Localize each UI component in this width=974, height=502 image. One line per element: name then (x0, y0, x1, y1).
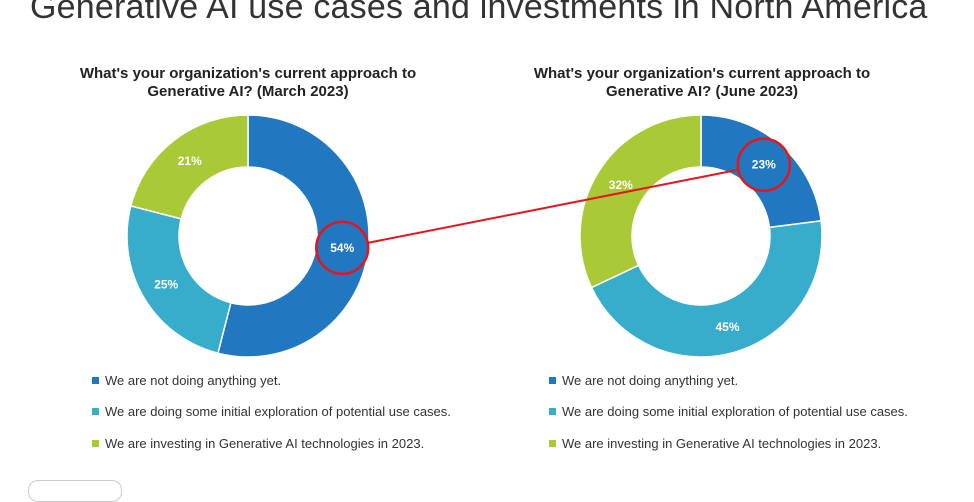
legend-label: We are investing in Generative AI techno… (105, 436, 425, 451)
donut-slice-june-2 (579, 114, 702, 289)
annotation-circle-march (315, 220, 370, 276)
slice-value-label-march-1: 25% (154, 277, 178, 291)
legend-swatch (549, 377, 556, 384)
legend-swatch (92, 440, 99, 447)
donut-slice-march-2 (129, 114, 249, 220)
slice-value-label-march-2: 21% (178, 154, 202, 168)
page-title: Generative AI use cases and investments … (30, 0, 928, 26)
legend-label: We are doing some initial exploration of… (562, 404, 908, 419)
legend-item-not-doing: We are not doing anything yet. (92, 373, 281, 388)
slice-value-label-march-0: 54% (330, 241, 354, 255)
annotation-connector-line (367, 168, 739, 244)
legend-swatch (549, 440, 556, 447)
legend-label: We are not doing anything yet. (105, 373, 282, 388)
chart-title-june: What's your organization's current appro… (533, 65, 871, 100)
legend-label: We are investing in Generative AI techno… (562, 436, 882, 451)
legend-item-exploration: We are doing some initial exploration of… (549, 404, 908, 419)
legend-label: We are not doing anything yet. (562, 373, 739, 388)
legend-swatch (549, 408, 556, 415)
legend-label: We are doing some initial exploration of… (105, 404, 451, 419)
legend-item-investing: We are investing in Generative AI techno… (549, 436, 881, 451)
legend-item-investing: We are investing in Generative AI techno… (92, 436, 424, 451)
donut-slice-june-1 (590, 219, 823, 358)
slice-value-label-june-1: 45% (715, 320, 739, 334)
annotation-circle-june (736, 137, 792, 192)
bottom-tab[interactable] (28, 480, 122, 502)
legend-swatch (92, 377, 99, 384)
chart-title-march: What's your organization's current appro… (79, 65, 417, 100)
legend-item-not-doing: We are not doing anything yet. (549, 373, 738, 388)
slice-value-label-june-0: 23% (752, 158, 776, 172)
slice-value-label-june-2: 32% (609, 178, 633, 192)
legend-item-exploration: We are doing some initial exploration of… (92, 404, 451, 419)
donut-slice-june-0 (700, 114, 822, 229)
donut-slice-march-0 (216, 114, 370, 358)
legend-swatch (92, 408, 99, 415)
donut-slice-march-1 (126, 204, 232, 355)
charts-canvas: 54% 25% 21% 23% 45% 32% (126, 114, 823, 358)
